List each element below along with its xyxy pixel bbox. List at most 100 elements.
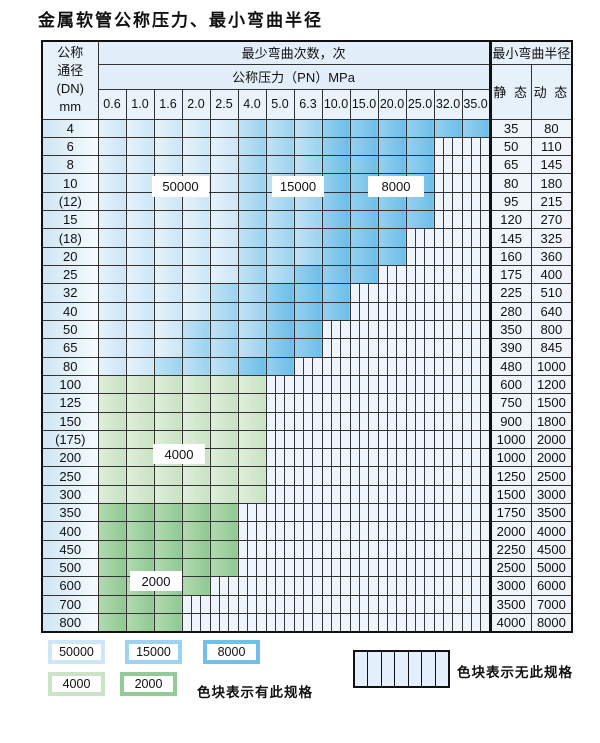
dn-header: 公称 通径 (DN) mm <box>41 40 99 120</box>
no-spec-cell <box>237 576 267 596</box>
no-spec-cell <box>461 210 491 230</box>
spec-cell <box>97 191 127 212</box>
table-row: 50 350 800 <box>41 319 573 340</box>
spec-cell <box>97 283 127 303</box>
table-row: 200 1000 2000 <box>41 448 573 468</box>
spec-cell <box>237 393 267 413</box>
static-radius-cell: 350 <box>488 319 532 340</box>
dn-cell: 125 <box>41 393 99 413</box>
spec-cell <box>461 118 491 138</box>
table-row: 125 750 1500 <box>41 393 573 413</box>
spec-cell <box>97 374 127 395</box>
static-radius-cell: 2250 <box>488 539 532 560</box>
no-spec-cell <box>461 155 491 175</box>
spec-table-wrap: 公称 通径 (DN) mm 最少弯曲次数，次 最小弯曲半径 公称压力（PN）MP… <box>41 40 574 633</box>
no-spec-cell <box>433 411 463 431</box>
no-spec-cell <box>265 521 295 541</box>
dn-header-line: 公称 <box>57 45 84 61</box>
spec-cell <box>377 246 407 267</box>
no-spec-cell <box>293 576 323 596</box>
no-spec-cell <box>461 429 491 450</box>
spec-cell <box>237 173 267 193</box>
no-spec-cell <box>209 612 239 633</box>
spec-cell <box>181 118 211 138</box>
pressure-tick: 6.3 <box>293 88 323 120</box>
spec-cell <box>153 466 183 486</box>
table-row: (175) 1000 2000 <box>41 429 573 450</box>
pressure-tick: 2.0 <box>181 88 211 120</box>
spec-cell <box>209 136 239 157</box>
dynamic-radius-cell: 325 <box>530 228 573 248</box>
dn-cell: 20 <box>41 246 99 267</box>
static-radius-cell: 65 <box>488 155 532 175</box>
no-spec-cell <box>377 264 407 285</box>
no-spec-cell <box>349 301 379 321</box>
spec-cell <box>97 484 127 505</box>
spec-cell <box>125 264 155 285</box>
spec-cell <box>265 210 295 230</box>
legend-swatch-label: 4000 <box>52 676 101 692</box>
spec-cell <box>209 173 239 193</box>
no-spec-cell <box>461 301 491 321</box>
spec-cell <box>293 155 323 175</box>
no-spec-cell <box>293 393 323 413</box>
spec-cell <box>321 118 351 138</box>
no-spec-swatch-cell <box>408 652 423 686</box>
static-radius-cell: 175 <box>488 264 532 285</box>
dn-cell: 500 <box>41 557 99 578</box>
spec-cell <box>153 319 183 340</box>
dn-cell: (12) <box>41 191 99 212</box>
spec-cell <box>153 484 183 505</box>
spec-cell <box>237 283 267 303</box>
spec-cell <box>293 210 323 230</box>
spec-cell <box>265 264 295 285</box>
spec-cell <box>321 283 351 303</box>
dn-cell: 65 <box>41 338 99 358</box>
table-row: 40 280 640 <box>41 301 573 321</box>
no-spec-cell <box>321 521 351 541</box>
spec-cell <box>237 155 267 175</box>
pressure-tick: 5.0 <box>265 88 295 120</box>
static-radius-cell: 3500 <box>488 594 532 614</box>
no-spec-cell <box>349 466 379 486</box>
no-spec-cell <box>405 319 435 340</box>
legend-swatch-label: 15000 <box>129 644 178 660</box>
spec-cell <box>97 173 127 193</box>
spec-cell <box>209 191 239 212</box>
dn-cell: 150 <box>41 411 99 431</box>
legend-swatch-label: 50000 <box>52 644 101 660</box>
no-spec-cell <box>433 484 463 505</box>
no-spec-cell <box>293 411 323 431</box>
spec-cell <box>153 521 183 541</box>
dn-cell: 450 <box>41 539 99 560</box>
no-spec-cell <box>265 576 295 596</box>
spec-cell <box>97 612 127 633</box>
dynamic-radius-cell: 2000 <box>530 429 573 450</box>
static-radius-cell: 50 <box>488 136 532 157</box>
no-spec-cell <box>405 393 435 413</box>
pressure-tick: 15.0 <box>349 88 379 120</box>
no-spec-cell <box>349 356 379 376</box>
no-spec-cell <box>181 594 211 614</box>
no-spec-cell <box>405 374 435 395</box>
no-spec-cell <box>349 393 379 413</box>
no-spec-cell <box>349 539 379 560</box>
dynamic-radius-cell: 180 <box>530 173 573 193</box>
spec-cell <box>153 136 183 157</box>
table-row: 400 2000 4000 <box>41 521 573 541</box>
no-spec-cell <box>433 374 463 395</box>
table-row: 20 160 360 <box>41 246 573 267</box>
table-row: 600 3000 6000 <box>41 576 573 596</box>
spec-cell <box>237 356 267 376</box>
static-radius-cell: 95 <box>488 191 532 212</box>
no-spec-cell <box>433 356 463 376</box>
no-spec-swatch-cell <box>368 652 382 686</box>
spec-cell <box>181 576 211 596</box>
spec-cell <box>321 155 351 175</box>
no-spec-cell <box>209 594 239 614</box>
cycles-header: 最少弯曲次数，次 <box>97 40 491 65</box>
dynamic-radius-cell: 6000 <box>530 576 573 596</box>
spec-cell <box>153 301 183 321</box>
no-spec-cell <box>265 503 295 523</box>
no-spec-cell <box>321 319 351 340</box>
